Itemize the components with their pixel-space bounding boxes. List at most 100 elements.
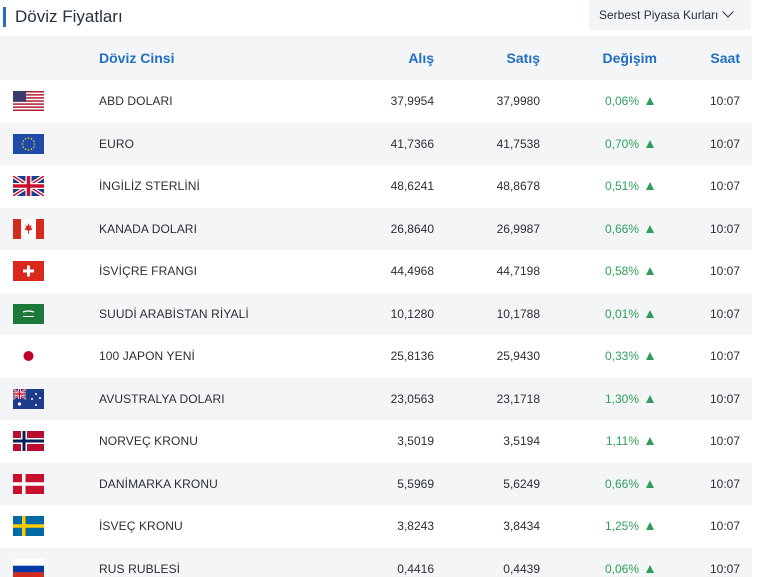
title-accent-bar <box>3 7 6 27</box>
currency-table: Döviz Cinsi Alış Satış Değişim Saat ABD … <box>0 36 752 577</box>
change-percent: 0,66% <box>604 476 639 491</box>
trend-up-icon <box>646 522 654 531</box>
ch-flag-icon <box>13 261 44 282</box>
column-header-buy[interactable]: Alış <box>408 50 434 66</box>
page-title: Döviz Fiyatları <box>15 7 123 26</box>
buy-price: 41,7366 <box>390 136 434 151</box>
sell-price: 44,7198 <box>496 264 540 279</box>
update-time: 10:07 <box>709 179 740 194</box>
change-percent: 0,70% <box>604 136 639 151</box>
trend-up-icon <box>646 352 654 361</box>
currency-name: NORVEÇ KRONU <box>99 434 198 449</box>
market-type-label: Serbest Piyasa Kurları <box>599 8 719 22</box>
change-percent: 1,30% <box>604 391 639 406</box>
currency-name: 100 JAPON YENİ <box>99 349 195 364</box>
column-header-change[interactable]: Değişim <box>602 50 657 66</box>
table-row[interactable]: İNGİLİZ STERLİNİ 48,6241 48,8678 0,51% 10:07 <box>0 165 752 208</box>
update-time: 10:07 <box>709 136 740 151</box>
dk-flag-icon <box>13 473 44 494</box>
currency-name: EURO <box>99 136 135 151</box>
sell-price: 25,9430 <box>496 349 540 364</box>
update-time: 10:07 <box>709 221 740 236</box>
buy-price: 37,9954 <box>390 94 434 109</box>
table-row[interactable]: İSVEÇ KRONU 3,8243 3,8434 1,25% 10:07 <box>0 505 752 548</box>
table-row[interactable]: KANADA DOLARI 26,8640 26,9987 0,66% 10:07 <box>0 207 752 250</box>
update-time: 10:07 <box>709 434 740 449</box>
sell-price: 10,1788 <box>496 306 540 321</box>
us-flag-icon <box>13 91 44 112</box>
chevron-down-icon <box>722 6 735 18</box>
page-header: Döviz Fiyatları Serbest Piyasa Kurları <box>0 0 768 34</box>
eu-flag-icon <box>13 133 44 154</box>
change-percent: 1,11% <box>605 434 639 449</box>
update-time: 10:07 <box>709 519 740 534</box>
currency-name: İNGİLİZ STERLİNİ <box>99 179 200 194</box>
no-flag-icon <box>13 431 44 452</box>
table-row[interactable]: EURO 41,7366 41,7538 0,70% 10:07 <box>0 122 752 165</box>
trend-up-icon <box>646 564 654 573</box>
buy-price: 5,5969 <box>397 476 434 491</box>
update-time: 10:07 <box>709 391 740 406</box>
buy-price: 10,1280 <box>390 306 434 321</box>
trend-up-icon <box>646 394 654 403</box>
ca-flag-icon <box>13 218 44 239</box>
table-row[interactable]: DANİMARKA KRONU 5,5969 5,6249 0,66% 10:07 <box>0 462 752 505</box>
sell-price: 48,8678 <box>496 179 540 194</box>
buy-price: 25,8136 <box>390 349 434 364</box>
sell-price: 41,7538 <box>496 136 540 151</box>
update-time: 10:07 <box>709 476 740 491</box>
au-flag-icon <box>13 388 44 409</box>
buy-price: 3,8243 <box>397 519 434 534</box>
trend-up-icon <box>646 182 654 191</box>
currency-name: AVUSTRALYA DOLARI <box>99 391 225 406</box>
sa-flag-icon <box>13 303 44 324</box>
column-header-sell[interactable]: Satış <box>506 50 540 66</box>
trend-up-icon <box>646 97 654 106</box>
sell-price: 3,8434 <box>503 519 540 534</box>
update-time: 10:07 <box>709 306 740 321</box>
table-row[interactable]: 100 JAPON YENİ 25,8136 25,9430 0,33% 10:07 <box>0 335 752 378</box>
trend-up-icon <box>646 309 654 318</box>
sell-price: 5,6249 <box>503 476 540 491</box>
sell-price: 23,1718 <box>496 391 540 406</box>
table-header: Döviz Cinsi Alış Satış Değişim Saat <box>0 36 752 80</box>
currency-name: KANADA DOLARI <box>99 221 197 236</box>
currency-name: İSVEÇ KRONU <box>99 519 183 534</box>
table-row[interactable]: NORVEÇ KRONU 3,5019 3,5194 1,11% 10:07 <box>0 420 752 463</box>
column-header-currency[interactable]: Döviz Cinsi <box>99 50 175 66</box>
jp-flag-icon <box>13 346 44 367</box>
se-flag-icon <box>13 516 44 537</box>
sell-price: 37,9980 <box>496 94 540 109</box>
change-percent: 1,25% <box>604 519 639 534</box>
table-row[interactable]: SUUDİ ARABİSTAN RİYALİ 10,1280 10,1788 0,01… <box>0 292 752 335</box>
update-time: 10:07 <box>709 264 740 279</box>
table-row[interactable]: ABD DOLARI 37,9954 37,9980 0,06% 10:07 <box>0 80 752 123</box>
buy-price: 0,4416 <box>397 561 434 576</box>
buy-price: 48,6241 <box>390 179 434 194</box>
table-row[interactable]: AVUSTRALYA DOLARI 23,0563 23,1718 1,30% 10:0… <box>0 377 752 420</box>
sell-price: 3,5194 <box>503 434 540 449</box>
buy-price: 44,4968 <box>390 264 434 279</box>
currency-name: RUS RUBLESİ <box>99 561 181 576</box>
buy-price: 3,5019 <box>397 434 434 449</box>
table-row[interactable]: İSVİÇRE FRANGI 44,4968 44,7198 0,58% 10:07 <box>0 250 752 293</box>
trend-up-icon <box>646 267 654 276</box>
currency-name: SUUDİ ARABİSTAN RİYALİ <box>99 306 249 321</box>
trend-up-icon <box>646 479 654 488</box>
currency-name: DANİMARKA KRONU <box>99 476 218 491</box>
trend-up-icon <box>646 437 654 446</box>
sell-price: 26,9987 <box>496 221 540 236</box>
table-row[interactable]: RUS RUBLESİ 0,4416 0,4439 0,06% 10:07 <box>0 547 752 577</box>
change-percent: 0,06% <box>604 561 639 576</box>
change-percent: 0,51% <box>604 179 639 194</box>
column-header-time[interactable]: Saat <box>710 50 740 66</box>
market-type-dropdown[interactable]: Serbest Piyasa Kurları <box>589 0 751 30</box>
update-time: 10:07 <box>709 349 740 364</box>
trend-up-icon <box>646 224 654 233</box>
sell-price: 0,4439 <box>503 561 540 576</box>
buy-price: 23,0563 <box>390 391 434 406</box>
page-scrollbar[interactable] <box>752 36 768 577</box>
ru-flag-icon <box>13 558 44 577</box>
update-time: 10:07 <box>709 94 740 109</box>
change-percent: 0,06% <box>604 94 639 109</box>
